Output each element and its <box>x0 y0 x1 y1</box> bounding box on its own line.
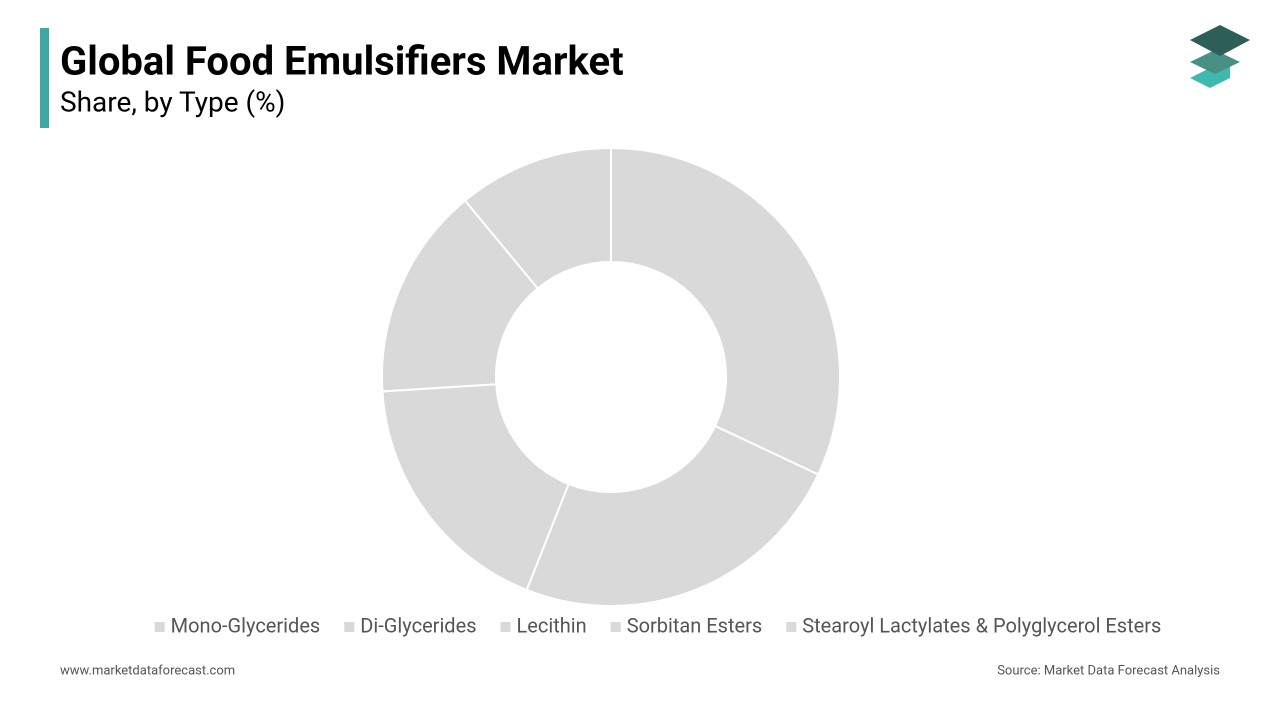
logo <box>1190 25 1250 88</box>
legend-swatch <box>344 622 355 632</box>
legend-item: Stearoyl Lactylates & Polyglycerol Ester… <box>786 613 1161 637</box>
footer-source: Source: Market Data Forecast Analysis <box>997 663 1220 678</box>
legend-label: Mono-Glycerides <box>171 613 321 637</box>
title-bar <box>40 28 49 128</box>
donut-slice <box>381 383 570 592</box>
legend-swatch <box>500 622 511 632</box>
legend: Mono-Glycerides Di-Glycerides Lecithin Sorb… <box>154 613 1161 637</box>
chart-subtitle: Share, by Type (%) <box>60 85 285 118</box>
legend-item: Sorbitan Esters <box>610 613 763 637</box>
legend-label: Stearoyl Lactylates & Polyglycerol Ester… <box>802 613 1161 637</box>
chart-title: Global Food Emulsifiers Market <box>60 38 624 85</box>
donut-slice <box>525 424 820 607</box>
legend-label: Di-Glycerides <box>360 613 476 637</box>
legend-swatch <box>154 622 165 632</box>
legend-item: Di-Glycerides <box>344 613 477 637</box>
legend-swatch <box>786 622 797 632</box>
donut <box>381 146 841 607</box>
donut-slice <box>610 146 841 476</box>
donut-slice <box>463 146 612 290</box>
legend-item: Mono-Glycerides <box>154 613 321 637</box>
legend-swatch <box>610 622 621 632</box>
donut-slice <box>381 199 540 393</box>
legend-label: Lecithin <box>517 613 587 637</box>
footer-website: www.marketdataforecast.com <box>60 663 235 678</box>
legend-label: Sorbitan Esters <box>627 613 763 637</box>
legend-item: Lecithin <box>500 613 587 637</box>
